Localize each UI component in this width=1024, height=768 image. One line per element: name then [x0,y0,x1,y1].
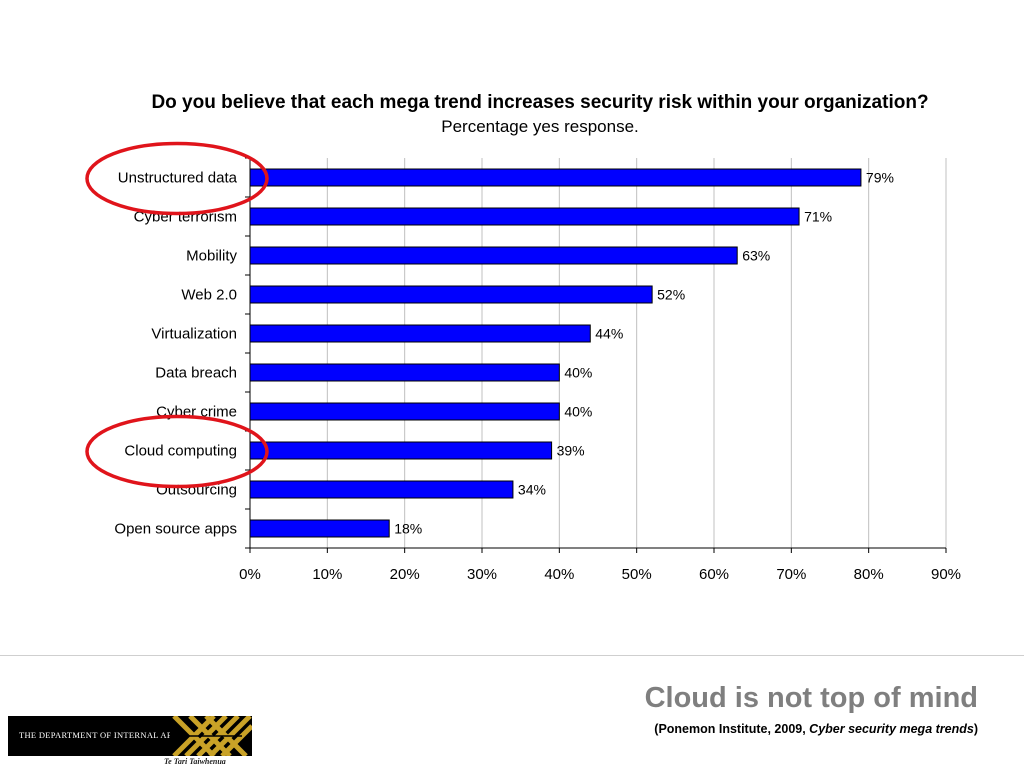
x-tick-label: 70% [776,566,806,583]
bar [249,480,514,499]
bar [249,402,560,421]
value-label: 34% [518,482,546,498]
chart-title: Do you believe that each mega trend incr… [151,92,929,113]
slide-title: Cloud is not top of mind [644,682,978,714]
department-logo: THE DEPARTMENT OF INTERNAL AFFAIRS [8,716,252,756]
category-label: Unstructured data [118,170,238,187]
bar [249,363,560,382]
bar [249,168,862,187]
citation: (Ponemon Institute, 2009, Cyber security… [654,722,978,736]
value-label: 39% [557,443,585,459]
bar-chart: Unstructured data 79%Cyber terrorism 71%Mo… [85,141,961,583]
bar [249,441,553,460]
bar [249,324,591,343]
value-label: 40% [564,404,592,420]
value-label: 18% [394,521,422,537]
category-label: Mobility [186,248,237,265]
value-label: 40% [564,365,592,381]
value-label: 79% [866,170,894,186]
value-label: 63% [742,248,770,264]
citation-prefix: (Ponemon Institute, 2009, [654,722,810,736]
citation-title: Cyber security mega trends [809,722,974,736]
category-label: Web 2.0 [181,287,237,304]
x-tick-label: 20% [390,566,420,583]
x-tick-label: 30% [467,566,497,583]
logo-subtext: Te Tari Taiwhenua [164,757,226,766]
category-label: Data breach [155,365,237,382]
x-tick-label: 80% [854,566,884,583]
woven-pattern-icon [170,716,252,756]
x-tick-label: 60% [699,566,729,583]
x-tick-label: 50% [622,566,652,583]
value-label: 52% [657,287,685,303]
x-tick-label: 40% [544,566,574,583]
category-label: Virtualization [151,326,237,343]
x-tick-label: 10% [312,566,342,583]
bar [249,285,653,304]
highlight-ellipse [85,414,269,489]
category-label: Cloud computing [124,443,237,460]
highlight-ellipse [85,141,269,216]
value-label: 71% [804,209,832,225]
bar [249,246,738,265]
value-label: 44% [595,326,623,342]
category-label: Open source apps [114,521,237,538]
citation-suffix: ) [973,722,978,736]
chart-subtitle: Percentage yes response. [441,117,639,136]
bar [249,207,800,226]
x-tick-label: 90% [931,566,961,583]
bar [249,519,390,538]
x-tick-label: 0% [239,566,261,583]
footer-divider [0,655,1024,656]
logo-text: THE DEPARTMENT OF INTERNAL AFFAIRS [19,730,197,740]
